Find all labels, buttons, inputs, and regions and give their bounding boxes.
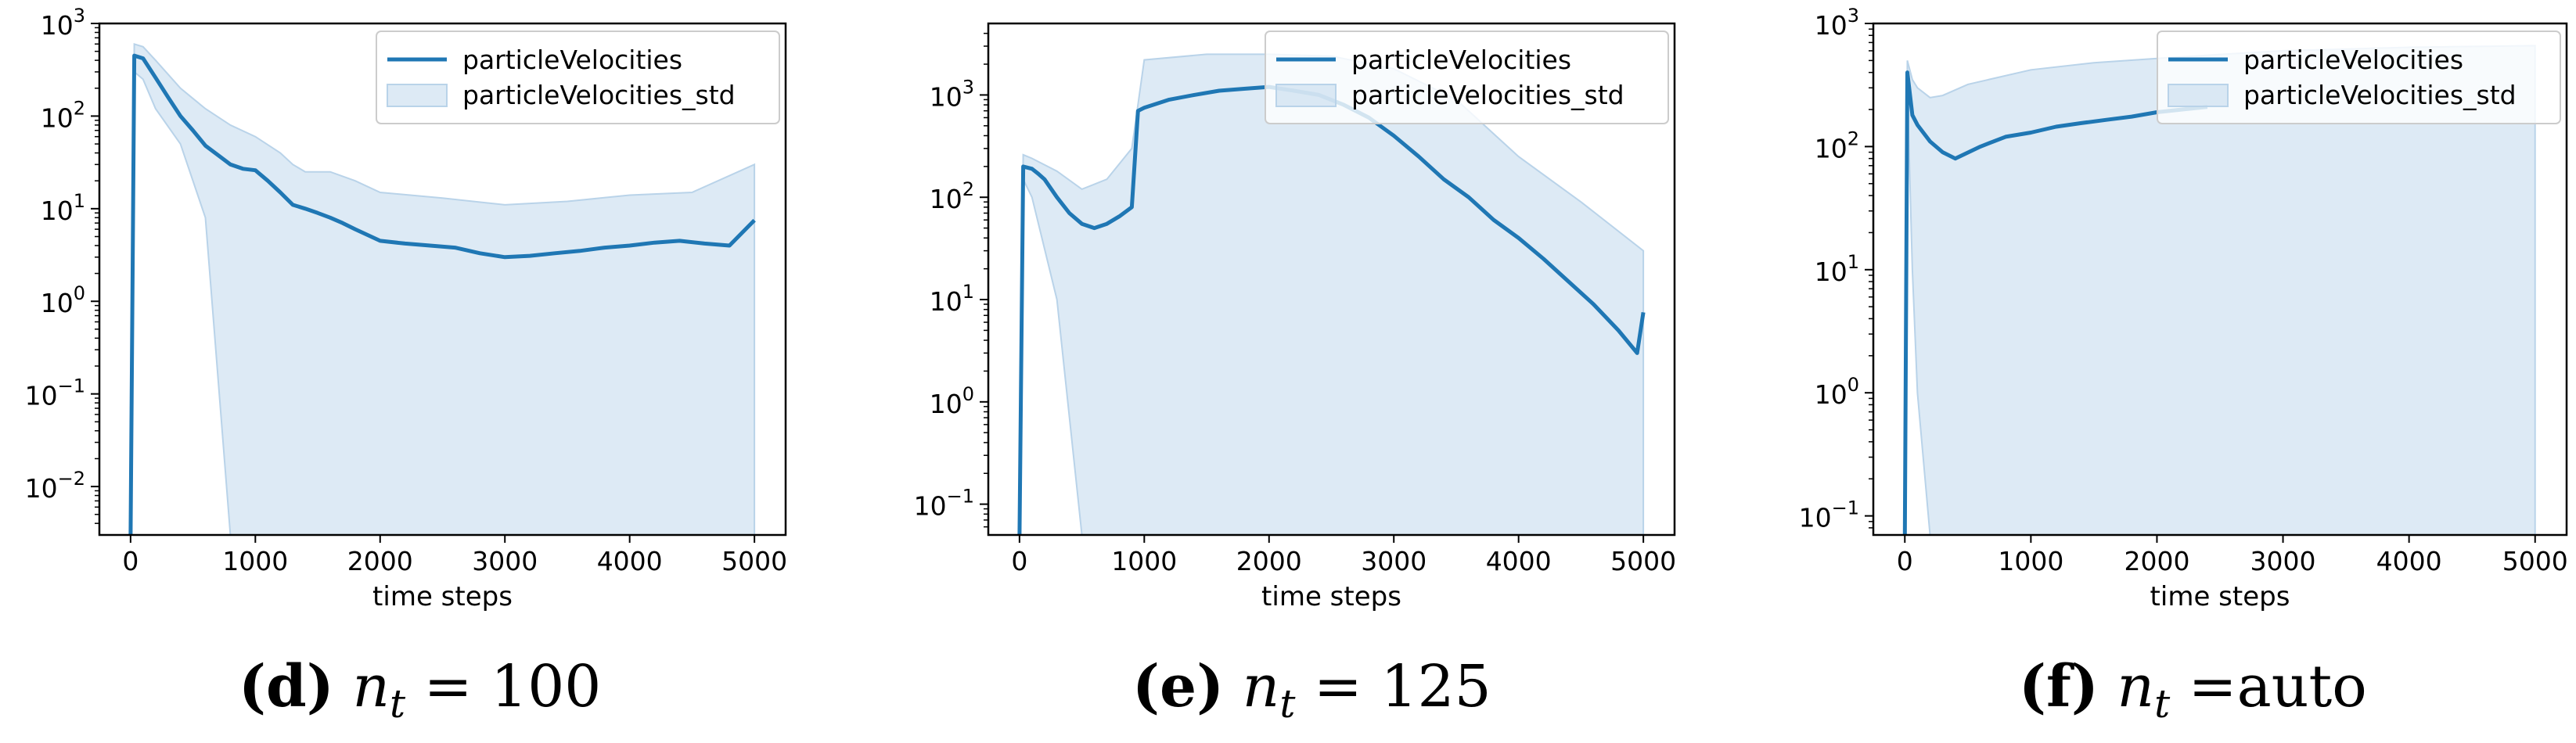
- x-tick-label: 1000: [1111, 546, 1177, 576]
- y-tick-label: 10−1: [1799, 497, 1859, 533]
- caption-e: (e) nt = 125: [1132, 653, 1491, 727]
- y-tick-label: 101: [930, 281, 974, 317]
- legend-entry: particleVelocities_std: [462, 80, 736, 110]
- y-tick-label: 10−2: [25, 468, 85, 504]
- y-tick-label: 100: [930, 383, 974, 419]
- y-tick-label: 100: [1815, 374, 1859, 410]
- y-tick-label: 102: [930, 178, 974, 214]
- x-tick-label: 5000: [721, 546, 787, 576]
- legend-box: [2157, 31, 2561, 124]
- y-tick-label: 101: [1815, 251, 1859, 287]
- caption-value: = 125: [1295, 653, 1491, 720]
- axes-frame: [987, 22, 1676, 537]
- caption-label: (e): [1132, 653, 1225, 720]
- mean-line: [1902, 70, 2208, 535]
- chart-e: 0 1000 2000 3000 4000 5000 time steps 103 102 101…: [914, 22, 1676, 612]
- mean-line: [1017, 84, 1646, 535]
- caption-value: =auto: [2170, 653, 2367, 720]
- x-tick-label: 2000: [347, 546, 413, 576]
- y-tick-label: 100: [41, 282, 85, 318]
- chart-d: 0 1000 2000 3000 4000 5000 time steps 103 102 101…: [25, 5, 788, 612]
- x-tick-label: 5000: [2502, 546, 2568, 576]
- caption-variable: n: [1242, 653, 1280, 720]
- caption-subscript: t: [2154, 681, 2171, 727]
- caption-variable: n: [2117, 653, 2155, 720]
- axes-frame: [98, 22, 787, 537]
- plot-area: [1902, 45, 2536, 535]
- legend-box: [1265, 31, 1669, 124]
- x-axis-label: time steps: [372, 581, 513, 612]
- legend-box: [376, 31, 780, 124]
- y-tick-label: 102: [1815, 127, 1859, 163]
- x-tick-label: 4000: [2376, 546, 2442, 576]
- y-tick-label: 103: [1815, 5, 1859, 41]
- std-band: [1018, 53, 1645, 535]
- y-tick-label: 10−1: [914, 486, 974, 522]
- x-tick-label: 3000: [1361, 546, 1427, 576]
- x-tick-label: 0: [1897, 546, 1913, 576]
- x-tick-label: 0: [122, 546, 139, 576]
- plot-area: [128, 42, 756, 535]
- mean-line: [128, 53, 756, 535]
- caption-label: (d): [239, 653, 334, 720]
- x-tick-label: 2000: [1236, 546, 1302, 576]
- y-tick-label: 101: [41, 190, 85, 226]
- legend-entry: particleVelocities: [462, 45, 682, 75]
- x-tick-label: 5000: [1610, 546, 1676, 576]
- x-tick-label: 3000: [2250, 546, 2316, 576]
- legend-entry: particleVelocities_std: [2243, 80, 2517, 110]
- x-tick-label: 2000: [2124, 546, 2189, 576]
- caption-d: (d) nt = 100: [239, 653, 602, 727]
- y-tick-label: 10−1: [25, 375, 85, 411]
- caption-label: (f): [2019, 653, 2099, 720]
- plot-area: [1017, 53, 1646, 535]
- x-axis-label: time steps: [2150, 581, 2290, 612]
- caption-subscript: t: [1279, 681, 1296, 727]
- x-tick-label: 1000: [222, 546, 288, 576]
- legend-area-swatch: [1275, 84, 1337, 107]
- chart-f: 0 1000 2000 3000 4000 5000 time steps 103 102 101…: [1799, 5, 2568, 612]
- y-tick-label: 103: [930, 76, 974, 112]
- y-tick-label: 103: [41, 5, 85, 41]
- std-band: [1904, 45, 2536, 535]
- x-axis-label: time steps: [1261, 581, 1401, 612]
- y-tick-label: 102: [41, 97, 85, 133]
- std-band: [129, 42, 756, 535]
- legend-entry: particleVelocities: [1351, 45, 1571, 75]
- caption-value: = 100: [405, 653, 602, 720]
- caption-subscript: t: [389, 681, 406, 727]
- x-tick-label: 0: [1011, 546, 1027, 576]
- axes-frame: [1872, 22, 2568, 537]
- x-tick-label: 4000: [1486, 546, 1552, 576]
- x-tick-label: 4000: [597, 546, 663, 576]
- legend-area-swatch: [2168, 84, 2229, 107]
- caption-f: (f) nt =auto: [2019, 653, 2367, 727]
- caption-variable: n: [352, 653, 390, 720]
- legend-area-swatch: [387, 84, 448, 107]
- legend-entry: particleVelocities: [2243, 45, 2463, 75]
- x-tick-label: 1000: [1998, 546, 2063, 576]
- x-tick-label: 3000: [472, 546, 538, 576]
- legend-entry: particleVelocities_std: [1351, 80, 1624, 110]
